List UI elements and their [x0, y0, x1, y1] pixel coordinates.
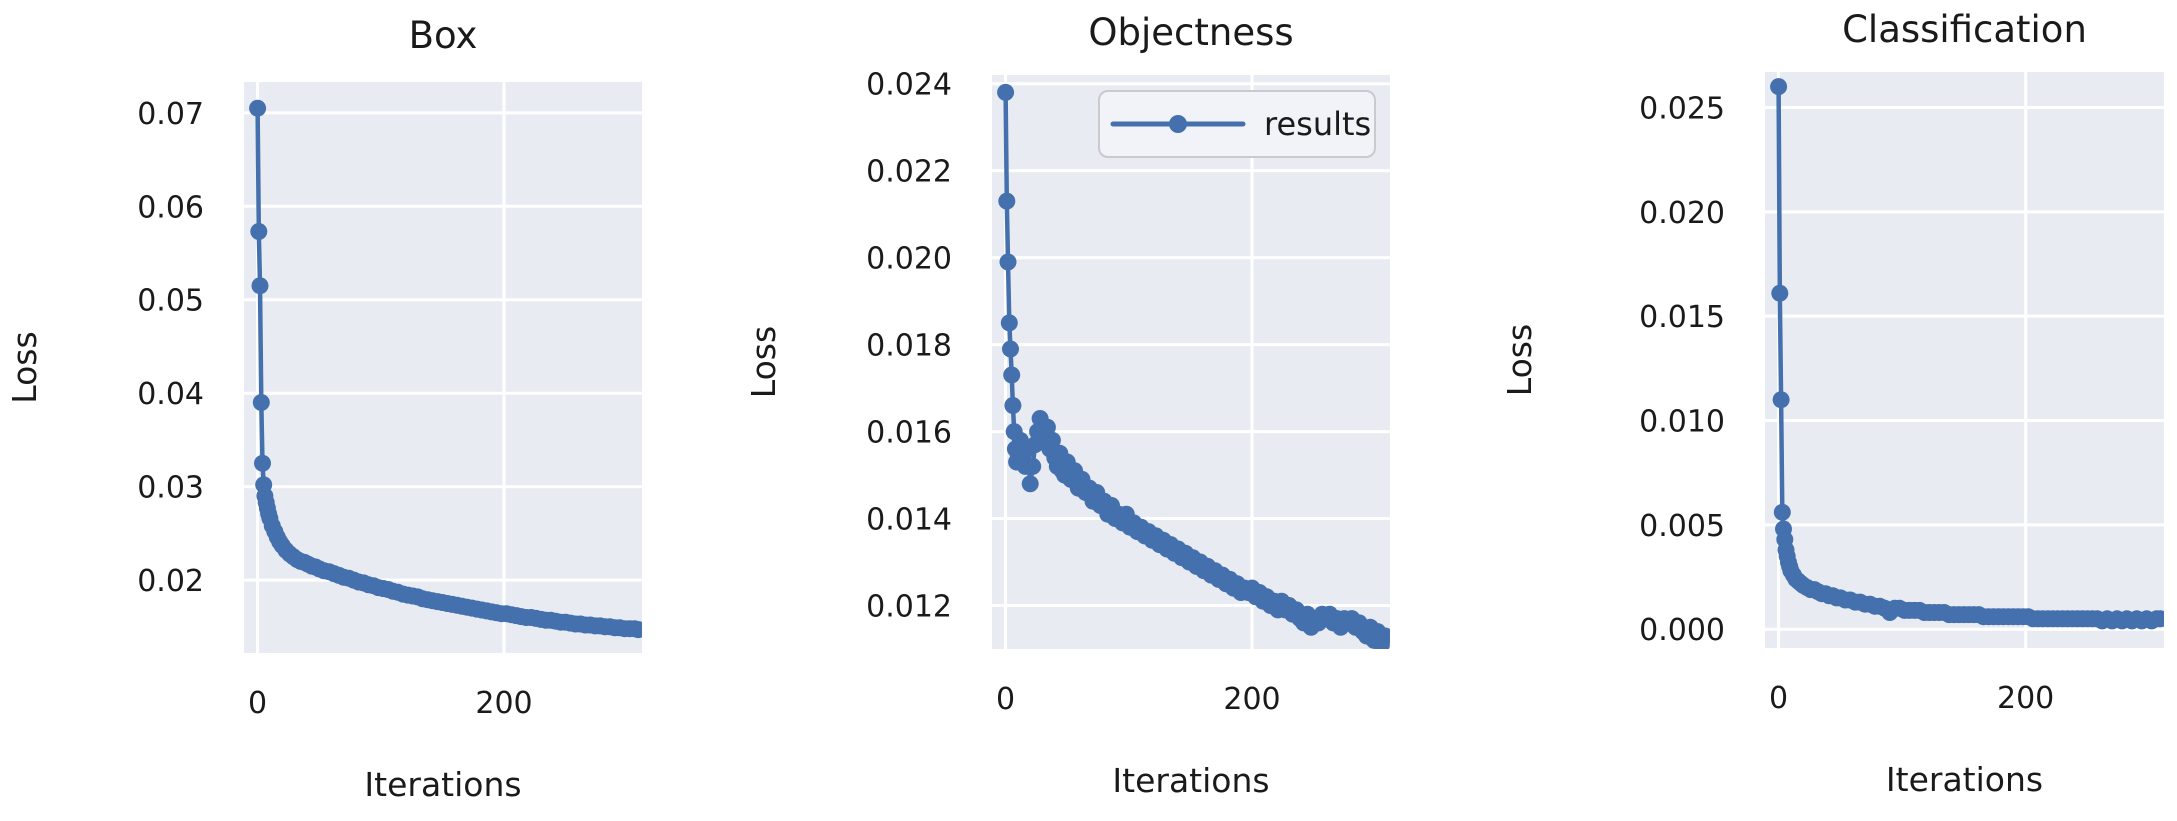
y-tick-label: 0.024 — [866, 68, 952, 103]
y-tick-label: 0.025 — [1639, 91, 1725, 126]
y-tick-labels: 0.024 0.022 0.020 0.018 0.016 0.014 0.012 — [866, 68, 952, 625]
series-markers — [1770, 78, 2164, 630]
y-tick-label: 0.012 — [866, 590, 952, 625]
x-tick-label: 0 — [248, 686, 267, 721]
y-tick-labels: 0.025 0.020 0.015 0.010 0.005 0.000 — [1639, 91, 1725, 648]
y-tick-label: 0.020 — [866, 242, 952, 277]
legend-marker — [1169, 115, 1187, 133]
series-markers — [997, 83, 1390, 649]
gridlines — [992, 75, 1390, 649]
chart-title: Objectness — [1088, 11, 1293, 54]
y-tick-label: 0.015 — [1639, 300, 1725, 335]
y-tick-label: 0.010 — [1639, 405, 1725, 440]
x-tick-label: 0 — [996, 682, 1015, 717]
chart-svg-classification: Classification0.0250.0200.0150.0100.0050… — [1500, 8, 2164, 799]
chart-box: Box 0.07 0.06 0.05 0.04 0.03 0.02 0 200 Iteration… — [0, 0, 725, 817]
y-tick-label: 0.022 — [866, 155, 952, 190]
chart-svg-objectness: Objectness 0.024 0.022 0.020 0.018 0.016 0.014… — [744, 11, 1390, 800]
y-tick-label: 0.05 — [137, 284, 204, 319]
y-tick-label: 0.014 — [866, 503, 952, 538]
x-tick-labels: 0 200 — [996, 682, 1281, 717]
x-tick-label: 0 — [1769, 681, 1788, 716]
chart-title: Box — [409, 14, 478, 57]
series-results — [1770, 78, 2164, 630]
plot-background — [1765, 72, 2164, 648]
y-tick-label: 0.06 — [137, 190, 204, 225]
y-axis-label: Loss — [744, 326, 783, 398]
y-tick-label: 0.005 — [1639, 509, 1725, 544]
y-tick-label: 0.020 — [1639, 196, 1725, 231]
y-tick-label: 0.016 — [866, 416, 952, 451]
x-tick-label: 200 — [475, 686, 532, 721]
chart-title: Classification — [1842, 8, 2087, 51]
x-tick-labels: 0 200 — [1769, 681, 2054, 716]
chart-objectness: Objectness 0.024 0.022 0.020 0.018 0.016 0.014… — [725, 0, 1451, 817]
series-results — [997, 83, 1390, 649]
y-axis-label: Loss — [1500, 324, 1539, 396]
chart-classification: Classification 0.025 0.020 0.015 0.010 0.005 0… — [1451, 0, 2177, 817]
y-tick-label: 0.02 — [137, 564, 204, 599]
x-axis-label: Iterations — [364, 765, 521, 804]
chart-svg-box: Box 0.07 0.06 0.05 0.04 0.03 0.02 0 200 Iteration… — [5, 14, 642, 804]
x-tick-label: 200 — [1997, 681, 2054, 716]
series-markers — [249, 99, 642, 639]
x-axis-label: Iterations — [1886, 760, 2043, 799]
y-axis-label: Loss — [5, 331, 44, 403]
x-tick-label: 200 — [1223, 682, 1280, 717]
y-tick-label: 0.03 — [137, 471, 204, 506]
y-tick-label: 0.000 — [1639, 613, 1725, 648]
series-results — [249, 99, 642, 639]
x-tick-labels: 0 200 — [248, 686, 533, 721]
legend: results — [1098, 90, 1376, 158]
x-axis-label: Iterations — [1112, 761, 1269, 800]
y-tick-label: 0.018 — [866, 329, 952, 364]
y-tick-labels: 0.07 0.06 0.05 0.04 0.03 0.02 — [137, 97, 204, 599]
legend-label: results — [1264, 105, 1371, 143]
y-tick-label: 0.04 — [137, 377, 204, 412]
y-tick-label: 0.07 — [137, 97, 204, 132]
